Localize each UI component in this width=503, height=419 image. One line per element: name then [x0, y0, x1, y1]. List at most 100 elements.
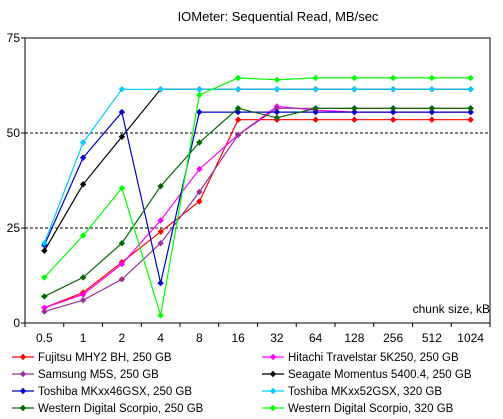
data-point: [196, 86, 203, 93]
data-point: [428, 108, 436, 116]
data-point: [157, 183, 164, 190]
plot-border: [24, 37, 491, 324]
legend-label: Western Digital Scorpio, 320 GB: [288, 403, 454, 415]
data-point: [273, 86, 281, 93]
data-point: [41, 308, 48, 315]
legend-item: Toshiba MKxx46GSX, 250 GB: [12, 386, 192, 398]
legend-item: Hitachi Travelstar 5K250, 250 GB: [262, 352, 459, 364]
data-point: [41, 247, 48, 254]
data-point: [196, 91, 203, 99]
data-point: [351, 116, 358, 123]
data-point: [157, 279, 164, 287]
legend-label: Western Digital Scorpio, 250 GB: [38, 403, 204, 415]
data-point: [234, 116, 242, 123]
series-7: [41, 74, 474, 319]
data-point: [351, 105, 358, 112]
legend-item: Seagate Momentus 5400.4, 250 GB: [262, 369, 472, 381]
data-point: [467, 108, 474, 116]
series-6: [41, 105, 474, 300]
data-point: [234, 108, 242, 116]
data-point: [312, 86, 319, 93]
data-point: [79, 291, 87, 298]
data-point: [118, 184, 126, 192]
legend-item: Western Digital Scorpio, 250 GB: [12, 403, 204, 415]
legend-label: Fujitsu MHY2 BH, 250 GB: [38, 352, 172, 364]
x-tick-label: 128: [344, 331, 364, 345]
data-point: [312, 105, 319, 112]
y-tick-label: 50: [7, 126, 21, 140]
x-tick-label: 2: [119, 331, 126, 345]
data-point: [196, 108, 203, 116]
data-point: [273, 114, 281, 121]
data-point: [467, 116, 474, 123]
data-point: [428, 74, 436, 82]
legend-label: Seagate Momentus 5400.4, 250 GB: [288, 369, 472, 381]
legend-marker: [269, 387, 277, 395]
data-point: [351, 108, 358, 116]
data-point: [351, 86, 358, 93]
data-point: [157, 228, 164, 235]
data-point: [79, 181, 87, 188]
legend-label: Hitachi Travelstar 5K250, 250 GB: [288, 352, 459, 364]
data-point: [79, 154, 87, 161]
data-point: [41, 293, 48, 300]
x-tick-label: 512: [422, 331, 442, 345]
x-tick-label: 1: [80, 331, 87, 345]
data-point: [196, 198, 203, 205]
y-tick-label: 0: [13, 316, 20, 330]
legend-label: Toshiba MKxx46GSX, 250 GB: [38, 386, 192, 398]
series-line: [44, 119, 471, 309]
data-point: [351, 74, 358, 82]
data-point: [389, 116, 397, 123]
series-5: [41, 86, 474, 247]
series-line: [44, 107, 471, 297]
data-point: [79, 139, 87, 146]
data-point: [118, 276, 126, 283]
legend-marker: [19, 353, 27, 361]
chart-title: IOMeter: Sequential Read, MB/sec: [178, 9, 379, 24]
data-point: [157, 240, 164, 247]
series-line: [43, 110, 471, 284]
y-tick-label: 75: [7, 31, 21, 45]
data-point: [234, 131, 242, 139]
data-point: [234, 86, 242, 93]
plot-area: [24, 37, 491, 324]
data-point: [467, 74, 474, 82]
data-point: [157, 86, 164, 93]
series-4: [41, 108, 474, 287]
legend-item: Western Digital Scorpio, 320 GB: [262, 403, 454, 415]
y-axis-ticks: 0 25 50 75: [7, 31, 25, 330]
data-point: [118, 260, 126, 268]
data-point: [389, 86, 397, 93]
data-point: [389, 108, 397, 116]
data-point: [273, 76, 281, 83]
data-point: [312, 108, 319, 116]
x-tick-label: 32: [270, 331, 284, 345]
data-point: [428, 105, 436, 112]
y-tick-label: 25: [7, 221, 21, 235]
data-point: [312, 74, 319, 82]
data-point: [389, 74, 397, 82]
legend-marker: [269, 353, 277, 361]
legend-item: Samsung M5S, 250 GB: [12, 369, 159, 381]
data-point: [118, 86, 126, 93]
data-point: [41, 304, 48, 311]
series-layer: [41, 74, 474, 319]
data-point: [79, 274, 87, 281]
x-axis-label: chunk size, kB: [413, 302, 490, 316]
legend-marker: [19, 387, 27, 395]
data-point: [428, 86, 436, 93]
data-point: [41, 274, 48, 281]
data-point: [428, 116, 436, 123]
data-point: [157, 217, 164, 224]
data-point: [196, 139, 203, 146]
legend-marker: [269, 404, 277, 412]
legend: Fujitsu MHY2 BH, 250 GB Hitachi Travelsta…: [12, 352, 472, 415]
x-tick-label: 0.5: [36, 331, 53, 345]
data-point: [118, 108, 126, 116]
data-point: [312, 116, 319, 123]
series-line: [43, 88, 471, 244]
legend-marker: [269, 370, 277, 378]
legend-item: Toshiba MKxx52GSX, 320 GB: [262, 386, 442, 398]
legend-label: Samsung M5S, 250 GB: [38, 369, 159, 381]
